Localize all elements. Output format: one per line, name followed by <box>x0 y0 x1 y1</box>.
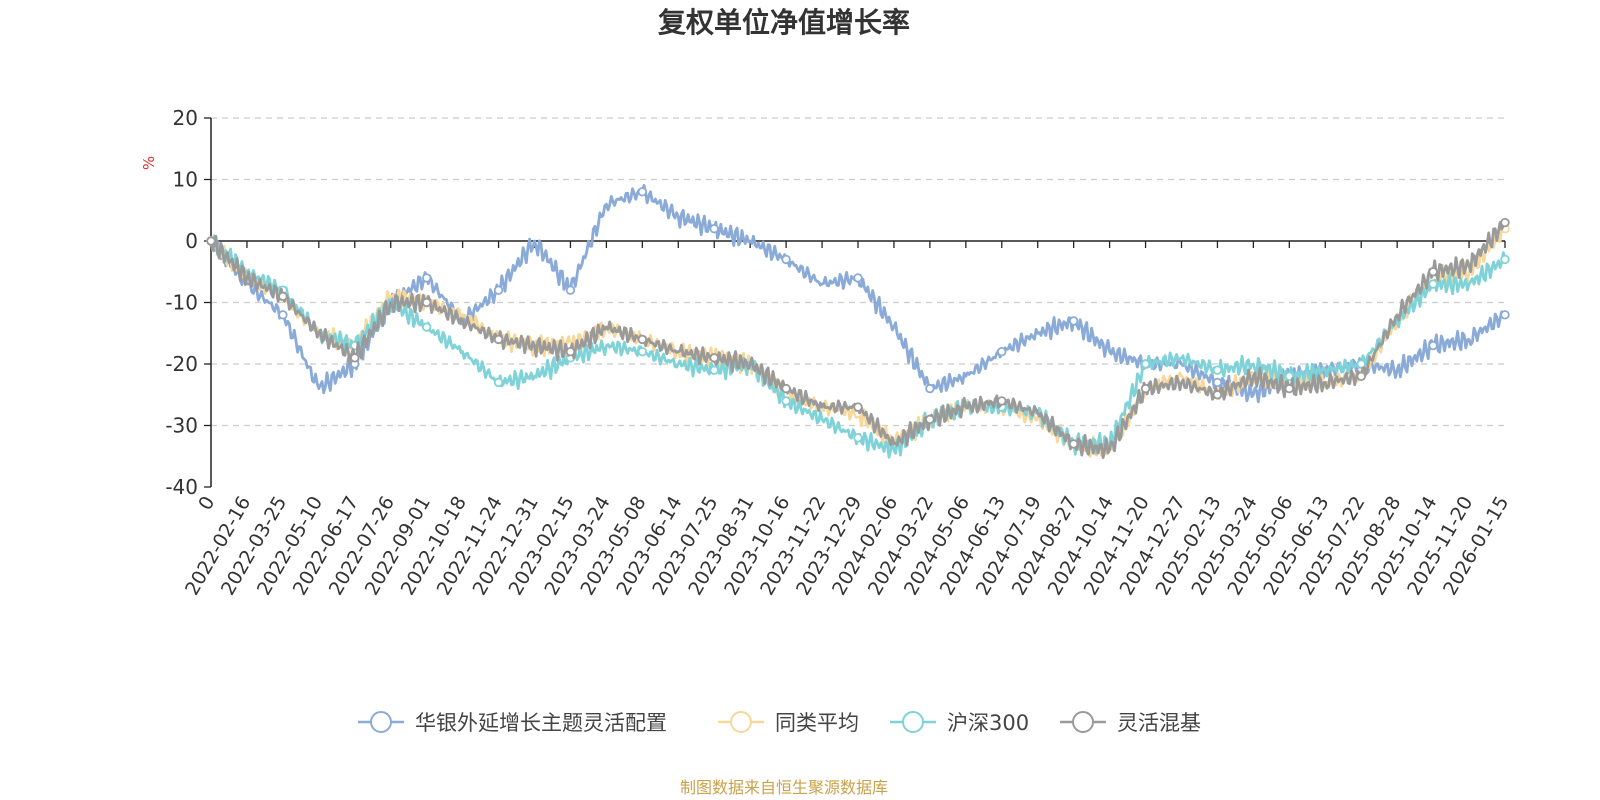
y-tick-label: -30 <box>165 414 198 438</box>
y-tick-label: -20 <box>165 352 198 376</box>
data-point <box>1140 359 1151 369</box>
series-line <box>209 221 1507 459</box>
y-tick-label: -40 <box>165 475 198 499</box>
data-point <box>493 334 504 345</box>
data-point <box>206 236 216 246</box>
data-point <box>421 273 432 283</box>
data-point <box>637 347 648 357</box>
y-tick-label: 20 <box>173 106 198 130</box>
data-point <box>781 383 791 394</box>
data-point <box>1428 279 1438 289</box>
data-point <box>853 433 863 443</box>
data-point <box>493 377 504 388</box>
legend-label: 华银外延增长主题灵活配置 <box>415 711 667 735</box>
legend[interactable]: 华银外延增长主题灵活配置 同类平均 沪深300 灵活混基 <box>358 711 1201 735</box>
legend-circle-icon <box>730 711 752 733</box>
data-point <box>1428 340 1438 351</box>
data-point <box>781 254 791 265</box>
data-point <box>637 334 648 345</box>
data-point <box>1356 371 1366 381</box>
data-point <box>421 322 432 332</box>
data-point <box>781 396 791 406</box>
data-point <box>493 285 504 295</box>
legend-item-2[interactable]: 沪深300 <box>890 711 1029 735</box>
data-point <box>637 187 648 197</box>
data-point <box>1212 377 1223 388</box>
y-tick-label: -10 <box>165 291 198 315</box>
series-line <box>209 234 1507 459</box>
data-point <box>565 285 576 295</box>
series-lines <box>206 183 1510 459</box>
data-point <box>1500 310 1510 320</box>
series-line <box>210 223 1507 458</box>
series-2 <box>206 234 1510 459</box>
data-point <box>1284 383 1295 394</box>
data-point <box>1212 365 1223 375</box>
legend-item-1[interactable]: 同类平均 <box>718 711 859 735</box>
legend-circle-icon <box>902 711 924 733</box>
x-tick-label: 0 <box>194 493 219 514</box>
grid-lines <box>211 117 1505 427</box>
legend-circle-icon <box>1072 711 1094 733</box>
data-point <box>709 365 719 375</box>
legend-circle-icon <box>370 711 392 733</box>
data-point <box>925 414 935 425</box>
data-point <box>1356 359 1366 369</box>
legend-label: 灵活混基 <box>1117 711 1201 735</box>
data-point <box>278 310 288 320</box>
data-point <box>350 353 360 363</box>
legend-item-3[interactable]: 灵活混基 <box>1060 711 1201 735</box>
data-point <box>709 223 719 234</box>
y-axis-ticks: 20 10 0 -10 -20 -30 -40 <box>165 106 211 499</box>
data-point <box>421 297 432 308</box>
series-1 <box>206 223 1510 458</box>
y-tick-label: 0 <box>185 229 198 253</box>
data-point <box>925 383 935 394</box>
data-point <box>565 347 576 357</box>
data-point <box>1500 217 1510 228</box>
data-point <box>997 396 1007 406</box>
y-tick-label: 10 <box>173 168 198 192</box>
legend-label: 沪深300 <box>947 711 1029 735</box>
data-point <box>997 347 1007 357</box>
data-point <box>278 291 288 302</box>
data-point <box>853 273 863 283</box>
data-point <box>1212 390 1223 400</box>
y-axis-unit-label: % <box>140 156 158 170</box>
data-point <box>1068 316 1079 326</box>
data-point <box>1068 439 1079 449</box>
data-point <box>1428 267 1438 277</box>
x-axis-ticks: 02022-02-162022-03-252022-05-102022-06-1… <box>181 241 1513 599</box>
legend-item-0[interactable]: 华银外延增长主题灵活配置 <box>358 711 667 735</box>
series-3 <box>206 217 1510 459</box>
data-point <box>1500 254 1510 265</box>
data-point <box>709 353 719 363</box>
data-point <box>1140 383 1151 394</box>
chart-title: 复权单位净值增长率 <box>658 6 910 39</box>
legend-label: 同类平均 <box>775 711 859 735</box>
source-note: 制图数据来自恒生聚源数据库 <box>680 778 888 797</box>
data-point <box>853 402 863 412</box>
